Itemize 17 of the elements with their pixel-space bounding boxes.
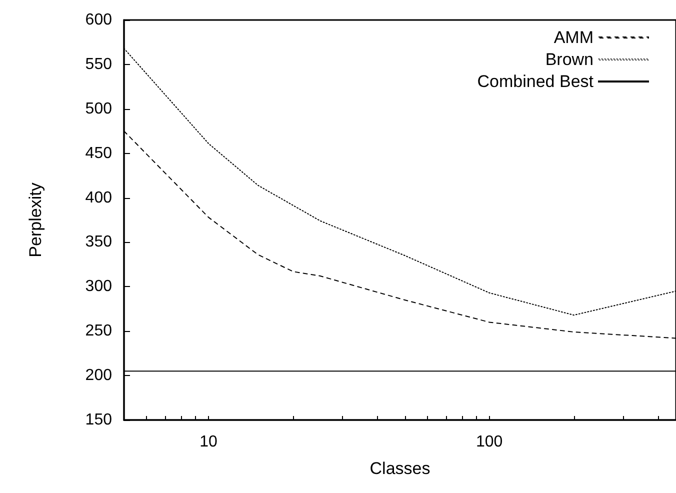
y-tick-label: 200 xyxy=(85,367,112,384)
y-tick-label: 600 xyxy=(85,12,112,28)
y-axis-title: Perplexity xyxy=(26,182,45,258)
y-tick-label: 450 xyxy=(85,144,112,162)
legend-label: Brown xyxy=(545,50,594,69)
y-tick-label: 350 xyxy=(85,234,112,251)
y-tick-label: 150 xyxy=(85,412,112,428)
y-tick-label: 400 xyxy=(85,189,112,206)
x-tick-label: 10 xyxy=(200,434,218,450)
legend-label: AMM xyxy=(554,28,594,47)
x-tick-label: 100 xyxy=(476,434,503,450)
y-tick-label: 250 xyxy=(85,322,112,340)
y-tick-label: 550 xyxy=(85,56,112,73)
legend-label: Combined Best xyxy=(477,72,594,91)
y-tick-label: 300 xyxy=(85,278,112,296)
y-tick-label: 500 xyxy=(85,100,112,118)
x-axis-title: Classes xyxy=(370,459,430,478)
